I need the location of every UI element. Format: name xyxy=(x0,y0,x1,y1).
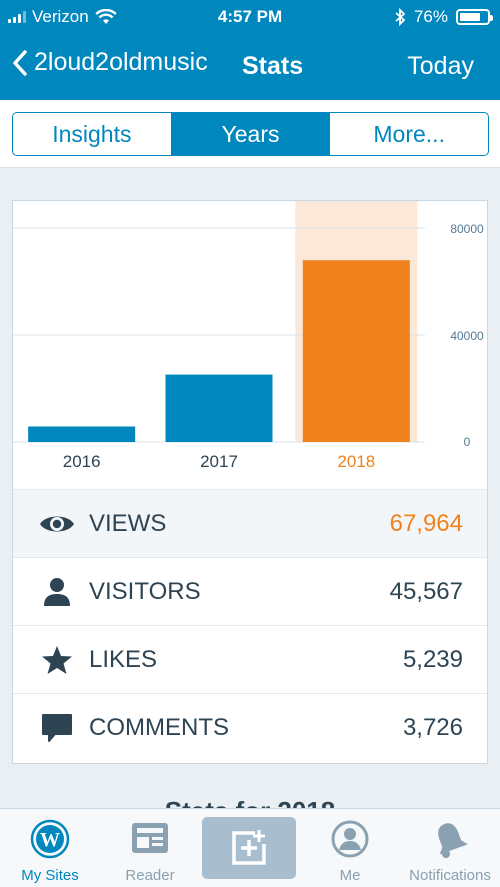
page-title: Stats xyxy=(242,52,304,80)
segment-more[interactable]: More... xyxy=(329,113,488,155)
years-chart[interactable]: 80000 40000 0 2016 2017 2018 xyxy=(13,201,487,489)
svg-text:W: W xyxy=(40,829,60,851)
stat-label-comments: COMMENTS xyxy=(89,713,229,741)
x-tick-label: 2018 xyxy=(337,452,375,471)
section-title: Stats for 2018 xyxy=(0,796,500,810)
tab-bar: W My Sites Reader Me Not xyxy=(0,808,500,887)
stat-label-likes: LIKES xyxy=(89,645,158,673)
x-tick-label: 2016 xyxy=(63,452,101,471)
new-post-icon xyxy=(232,830,266,865)
stat-value-visitors: 45,567 xyxy=(389,577,463,605)
segment-insights[interactable]: Insights xyxy=(52,120,132,147)
stat-row-visitors[interactable]: VISITORS 45,567 xyxy=(13,557,487,625)
star-icon xyxy=(39,642,75,678)
stat-label-visitors: VISITORS xyxy=(89,577,201,605)
tab-reader[interactable]: Reader xyxy=(100,809,200,887)
x-tick-label: 2017 xyxy=(200,452,238,471)
bar-2016 xyxy=(28,426,136,442)
y-tick-label: 80000 xyxy=(450,222,484,236)
back-button[interactable]: 2loud2oldmusic xyxy=(12,48,208,77)
tab-reader-label: Reader xyxy=(125,867,175,884)
wordpress-icon: W xyxy=(30,819,70,859)
battery-icon xyxy=(456,9,493,25)
bluetooth-icon xyxy=(395,8,406,26)
y-tick-label: 0 xyxy=(464,435,471,449)
profile-icon xyxy=(331,820,369,858)
tab-me-label: Me xyxy=(339,867,361,884)
battery-percent: 76% xyxy=(413,7,448,26)
stat-row-comments[interactable]: COMMENTS 3,726 xyxy=(13,693,487,761)
stats-card: 80000 40000 0 2016 2017 2018 VIEWS 67,964 VIS… xyxy=(12,200,488,764)
signal-icon xyxy=(8,11,26,23)
tab-me[interactable]: Me xyxy=(300,809,400,887)
tab-my-sites[interactable]: W My Sites xyxy=(0,809,100,887)
eye-icon xyxy=(39,506,75,542)
segment-years[interactable]: Years xyxy=(170,113,330,155)
stat-value-views: 67,964 xyxy=(389,509,463,537)
person-icon xyxy=(39,574,75,610)
bar-2017 xyxy=(165,374,273,442)
back-label: 2loud2oldmusic xyxy=(34,48,208,76)
stat-value-likes: 5,239 xyxy=(402,645,463,673)
chevron-left-icon xyxy=(13,49,27,76)
tab-notifications-label: Notifications xyxy=(409,867,491,884)
segment-bar: Insights Years More... xyxy=(0,100,500,168)
y-tick-label: 40000 xyxy=(450,329,484,343)
bar-chart: 80000 40000 0 2016 2017 2018 xyxy=(13,201,484,471)
tab-my-sites-label: My Sites xyxy=(21,867,79,884)
stat-row-likes[interactable]: LIKES 5,239 xyxy=(13,625,487,693)
nav-bar: 2loud2oldmusic Stats Today xyxy=(0,34,500,100)
status-bar: Verizon 4:57 PM 76% xyxy=(0,0,500,34)
stat-label-views: VIEWS xyxy=(89,509,167,537)
reader-icon xyxy=(132,823,168,853)
comment-icon xyxy=(39,710,75,746)
wifi-icon xyxy=(95,9,117,24)
new-post-button[interactable] xyxy=(202,817,296,879)
period-segmented-control: Insights Years More... xyxy=(12,112,489,156)
clock: 4:57 PM xyxy=(217,7,283,26)
carrier-label: Verizon xyxy=(32,7,89,26)
today-button[interactable]: Today xyxy=(407,52,474,80)
tab-notifications[interactable]: Notifications xyxy=(400,809,500,887)
stat-row-views[interactable]: VIEWS 67,964 xyxy=(13,489,487,557)
stat-value-comments: 3,726 xyxy=(402,713,463,741)
bell-icon xyxy=(438,823,468,858)
bar-2018 xyxy=(302,260,410,442)
